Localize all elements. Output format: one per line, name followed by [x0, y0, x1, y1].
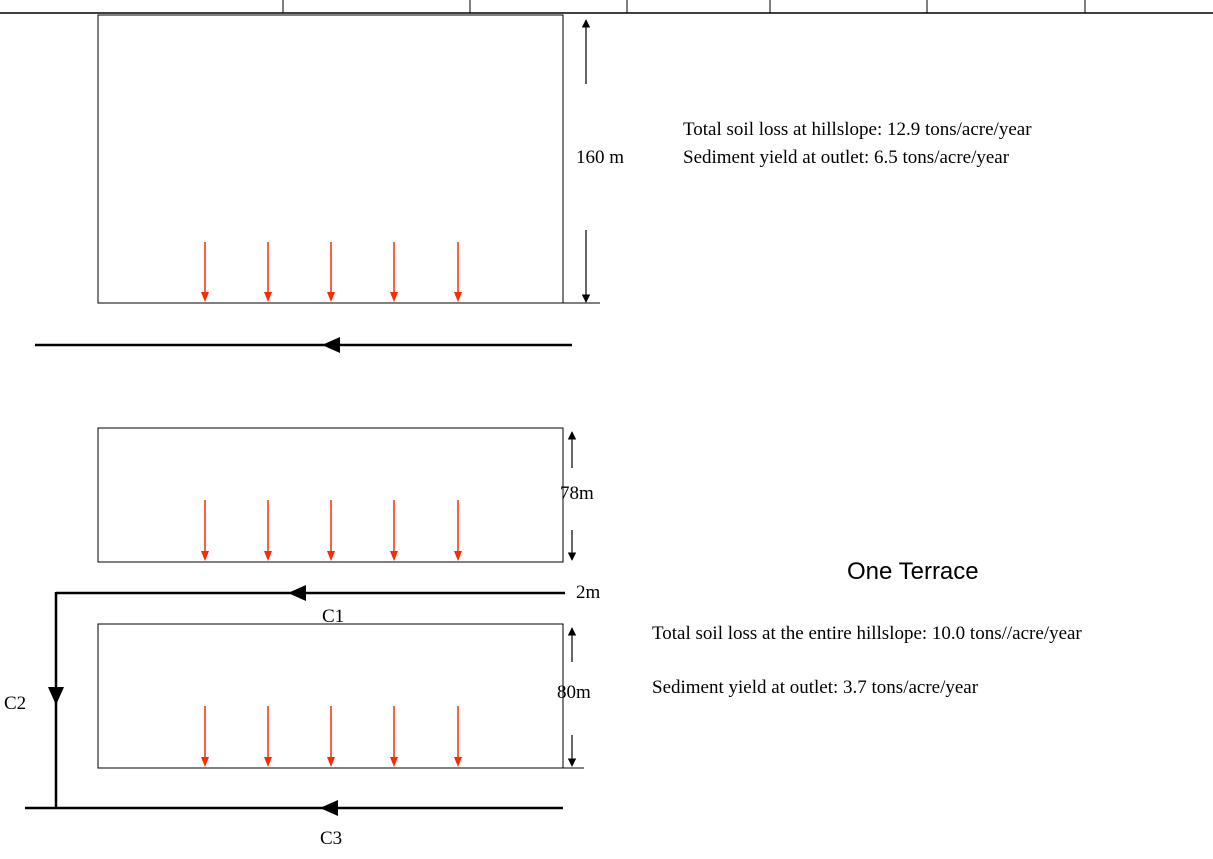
top-sediment-text: Sediment yield at outlet: 6.5 tons/acre/… [683, 147, 1010, 168]
flow-arrow-head-icon [390, 292, 398, 302]
flow-arrow-head-icon [201, 292, 209, 302]
outlet-channel-top [35, 337, 572, 353]
flow-arrow-head-icon [454, 551, 462, 561]
flow-arrow-head-icon [327, 551, 335, 561]
height-label-80: 80m [557, 682, 591, 703]
channel-label-c3: C3 [320, 828, 343, 849]
flow-arrow-head-icon [390, 757, 398, 767]
flow-arrow-head-icon [454, 757, 462, 767]
top-soil-loss-text: Total soil loss at hillslope: 12.9 tons/… [683, 119, 1032, 140]
height-label-160: 160 m [576, 147, 625, 168]
flow-arrow-head-icon [264, 292, 272, 302]
channel-label-c1: C1 [322, 606, 345, 627]
hillslope-rectangle-lower [97, 623, 564, 769]
panel-title: One Terrace [847, 558, 979, 585]
bottom-sediment-text: Sediment yield at outlet: 3.7 tons/acre/… [652, 677, 979, 698]
flow-arrow-head-icon [454, 292, 462, 302]
flow-arrow-head-icon [264, 757, 272, 767]
flow-arrow-head-icon [201, 551, 209, 561]
flow-arrows-lower [201, 706, 462, 767]
bottom-soil-loss-text: Total soil loss at the entire hillslope:… [652, 623, 1082, 644]
flow-arrows-top [201, 242, 462, 302]
channel-label-c2: C2 [4, 693, 27, 714]
flow-arrow-head-icon [264, 551, 272, 561]
terrace-width-label: 2m [576, 582, 601, 603]
flow-arrows-upper [201, 500, 462, 561]
height-dimension-160 [563, 19, 600, 304]
flow-arrow-head-icon [327, 292, 335, 302]
hillslope-rectangle-upper [97, 427, 564, 563]
channel-direction-arrow-icon [322, 337, 340, 353]
flow-arrow-head-icon [390, 551, 398, 561]
height-dimension-80 [563, 627, 584, 769]
height-label-78: 78m [560, 483, 594, 504]
header-table-border [0, 0, 1213, 14]
channel-direction-arrow-icon [288, 585, 306, 601]
flow-arrow-head-icon [327, 757, 335, 767]
terrace-channel-c1 [56, 585, 565, 601]
channel-direction-arrow-icon [320, 800, 338, 816]
flow-arrow-head-icon [201, 757, 209, 767]
channel-direction-arrow-icon [48, 687, 64, 705]
hillslope-rectangle-top [97, 14, 564, 304]
outlet-channel-c3 [25, 800, 563, 816]
terrace-channel-c2 [48, 592, 64, 809]
